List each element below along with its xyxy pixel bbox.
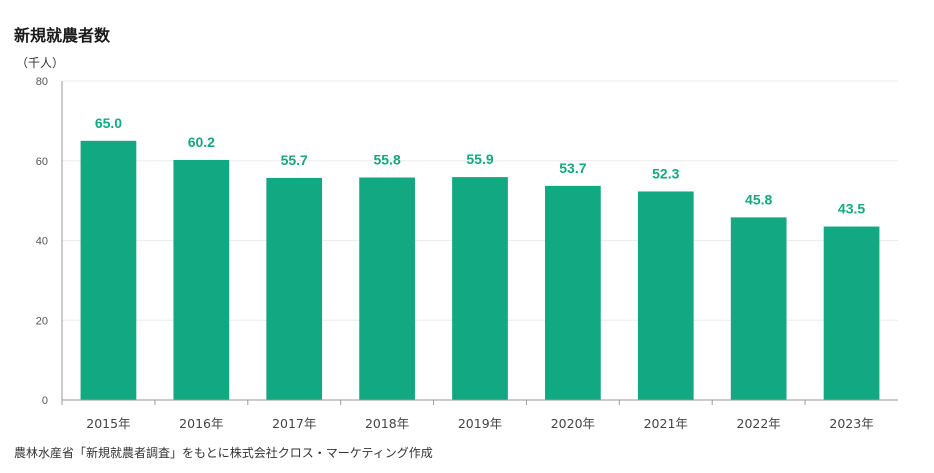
- y-tick-label: 80: [36, 76, 48, 88]
- bar: [80, 140, 137, 400]
- data-label: 52.3: [652, 165, 679, 181]
- bar: [823, 226, 880, 400]
- x-category-label: 2021年: [644, 416, 688, 431]
- x-category-label: 2019年: [458, 416, 502, 431]
- bar: [545, 185, 601, 400]
- data-label: 45.8: [745, 191, 772, 207]
- source-note: 農林水産省「新規就農者調査」をもとに株式会社クロス・マーケティング作成: [14, 446, 433, 460]
- y-tick-label: 0: [42, 395, 48, 407]
- bar: [730, 217, 787, 400]
- x-category-label: 2023年: [829, 416, 873, 431]
- bar: [637, 191, 694, 400]
- data-label: 53.7: [559, 160, 586, 176]
- x-category-label: 2015年: [86, 416, 130, 431]
- x-category-label: 2016年: [179, 416, 223, 431]
- axes: [61, 81, 898, 401]
- data-label: 60.2: [188, 134, 215, 150]
- data-labels: 65.0 60.2 55.7 55.8 55.9 53.7 52.3 45.8 43.5: [95, 115, 866, 217]
- bar: [359, 177, 415, 400]
- y-tick-label: 40: [36, 236, 48, 248]
- x-category-label: 2020年: [551, 416, 595, 431]
- chart-title: 新規就農者数: [14, 26, 111, 45]
- x-category-label: 2022年: [737, 416, 781, 431]
- x-category-label: 2018年: [365, 416, 409, 431]
- data-label: 55.9: [466, 151, 493, 167]
- data-label: 55.7: [281, 152, 308, 168]
- y-tick-label: 60: [36, 156, 48, 168]
- y-tick-label: 20: [36, 315, 48, 327]
- y-axis-ticks: 0 20 40 60 80: [36, 76, 48, 407]
- bar: [266, 177, 323, 400]
- data-label: 65.0: [95, 115, 122, 131]
- data-label: 55.8: [373, 151, 400, 167]
- bar: [452, 177, 508, 400]
- bar-chart: 0 20 40 60 80 65.0 60.2 55.7 55.8 55.9 53.7 52.3 45…: [36, 76, 898, 431]
- x-category-label: 2017年: [272, 416, 316, 431]
- data-label: 43.5: [838, 201, 865, 217]
- bar: [173, 159, 230, 400]
- x-axis-categories: 2015年 2016年 2017年 2018年 2019年 2020年 2021年 2022年…: [61, 400, 874, 431]
- bars: [80, 140, 880, 400]
- y-axis-unit-label: （千人）: [16, 56, 65, 70]
